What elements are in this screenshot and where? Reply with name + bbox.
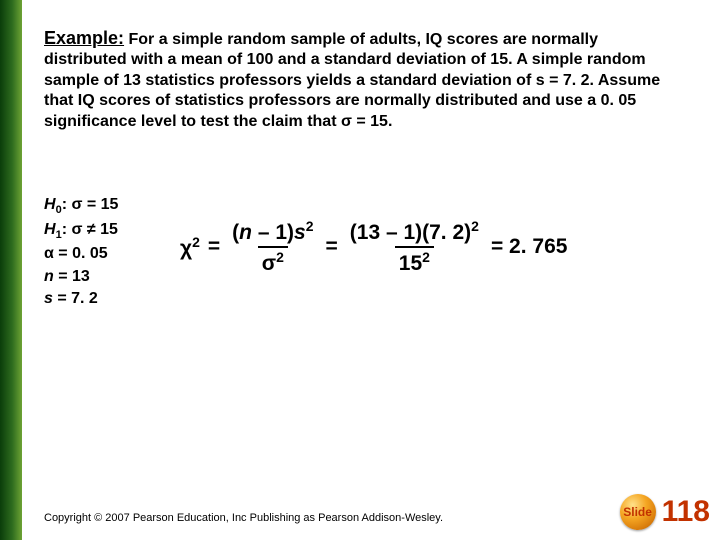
numerator-symbolic: (n – 1)s2 xyxy=(228,218,317,246)
denominator-numeric: 152 xyxy=(395,246,434,276)
slide-footer: Slide 118 xyxy=(620,494,710,530)
given-values: H0: σ = 15 H1: σ ≠ 15 α = 0. 05 n = 13 s… xyxy=(44,194,118,310)
s-value: s = 7. 2 xyxy=(44,288,118,310)
left-gradient-strip xyxy=(0,0,22,540)
hypothesis-h0: H0: σ = 15 xyxy=(44,194,118,219)
example-title: Example: xyxy=(44,28,124,48)
result-value: = 2. 765 xyxy=(489,235,569,259)
slide-badge-label: Slide xyxy=(623,505,652,519)
example-text-block: Example: For a simple random sample of a… xyxy=(44,28,684,132)
equals-1: = xyxy=(206,235,222,259)
n-value: n = 13 xyxy=(44,266,118,288)
alpha-value: α = 0. 05 xyxy=(44,243,118,265)
fraction-symbolic: (n – 1)s2 σ2 xyxy=(228,218,317,276)
example-body: For a simple random sample of adults, IQ… xyxy=(44,31,660,130)
equals-2: = xyxy=(324,235,340,259)
copyright-text: Copyright © 2007 Pearson Education, Inc … xyxy=(44,512,443,524)
denominator-symbolic: σ2 xyxy=(258,246,288,276)
numerator-numeric: (13 – 1)(7. 2)2 xyxy=(346,218,483,246)
chi-symbol: χ2 xyxy=(180,234,200,261)
fraction-numeric: (13 – 1)(7. 2)2 152 xyxy=(346,218,483,276)
hypothesis-h1: H1: σ ≠ 15 xyxy=(44,219,118,244)
slide-number: 118 xyxy=(662,495,710,529)
chi-square-formula: χ2 = (n – 1)s2 σ2 = (13 – 1)(7. 2)2 152 … xyxy=(180,218,700,276)
slide-badge-icon: Slide xyxy=(620,494,656,530)
